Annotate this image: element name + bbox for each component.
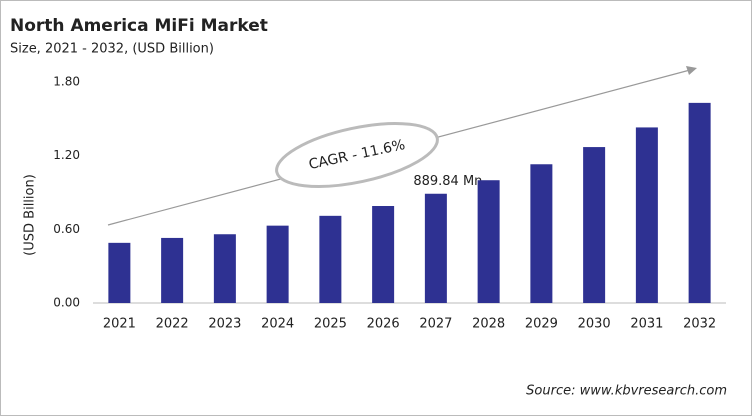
x-tick-label: 2024 bbox=[261, 317, 294, 332]
y-tick-label: 0.00 bbox=[53, 296, 80, 310]
x-tick-label: 2023 bbox=[208, 317, 241, 332]
chart-subtitle: Size, 2021 - 2032, (USD Billion) bbox=[10, 42, 214, 57]
y-axis-label: (USD Billion) bbox=[23, 174, 38, 256]
bar bbox=[161, 237, 184, 303]
x-tick-label: 2028 bbox=[472, 317, 505, 332]
x-tick-label: 2029 bbox=[525, 317, 558, 332]
x-tick-label: 2031 bbox=[630, 317, 663, 332]
x-tick-label: 2027 bbox=[419, 317, 452, 332]
x-tick-label: 2021 bbox=[103, 317, 136, 332]
source: Source: www.kbvresearch.com bbox=[526, 384, 727, 399]
x-tick-label: 2030 bbox=[578, 317, 611, 332]
bar bbox=[108, 242, 131, 303]
bar bbox=[635, 127, 658, 303]
x-tick-label: 2022 bbox=[156, 317, 189, 332]
chart-title: North America MiFi Market bbox=[10, 16, 268, 36]
y-tick-label: 1.20 bbox=[53, 148, 80, 162]
bar bbox=[688, 102, 711, 303]
y-tick-label: 0.60 bbox=[53, 222, 80, 236]
bar bbox=[319, 215, 342, 303]
x-tick-label: 2032 bbox=[683, 317, 716, 332]
bar bbox=[372, 206, 395, 303]
data-label: 889.84 Mn bbox=[413, 174, 482, 189]
bar bbox=[424, 193, 447, 303]
bar bbox=[266, 225, 289, 303]
x-tick-label: 2025 bbox=[314, 317, 347, 332]
x-tick-label: 2026 bbox=[367, 317, 400, 332]
arrow-head bbox=[686, 66, 697, 75]
bar bbox=[583, 147, 606, 303]
bar bbox=[213, 234, 236, 303]
bar bbox=[530, 164, 553, 303]
cagr-ellipse bbox=[275, 122, 439, 188]
y-tick-label: 1.80 bbox=[53, 75, 80, 89]
bar bbox=[477, 180, 500, 303]
